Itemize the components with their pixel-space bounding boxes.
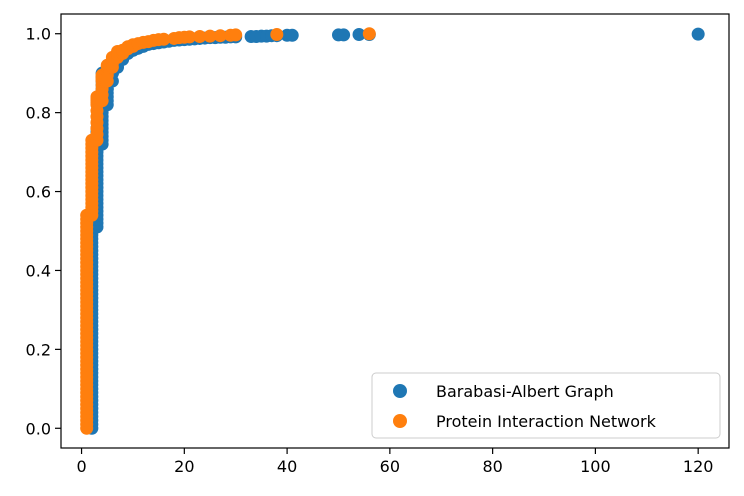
x-tick-label: 100 <box>580 457 611 476</box>
legend: Barabasi-Albert Graph Protein Interactio… <box>371 372 721 439</box>
y-tick-label: 0.4 <box>26 261 51 280</box>
x-tick-label: 0 <box>76 457 86 476</box>
legend-box <box>371 372 721 439</box>
x-tick-label: 60 <box>380 457 400 476</box>
data-point <box>270 28 284 42</box>
data-point <box>337 28 351 42</box>
plot-area <box>80 27 705 435</box>
x-tick-label: 20 <box>174 457 194 476</box>
x-tick-label: 80 <box>482 457 502 476</box>
legend-label-protein-network: Protein Interaction Network <box>436 412 657 431</box>
data-point <box>691 27 705 41</box>
axes-frame <box>60 13 730 449</box>
y-tick-label: 1.0 <box>26 25 51 44</box>
legend-label-barabasi-albert: Barabasi-Albert Graph <box>436 382 614 401</box>
data-point <box>182 30 196 44</box>
y-tick-label: 0.6 <box>26 183 51 202</box>
data-point <box>352 28 366 42</box>
legend-marker-barabasi-albert <box>393 384 407 398</box>
data-point <box>203 29 217 43</box>
x-tick-label: 40 <box>277 457 297 476</box>
x-axis: 0 20 40 60 80 100 120 <box>76 448 713 476</box>
data-point <box>229 28 243 42</box>
series-protein-network <box>80 27 376 435</box>
y-tick-label: 0.2 <box>26 340 51 359</box>
data-point <box>213 29 227 43</box>
x-tick-label: 120 <box>683 457 714 476</box>
y-axis: 0.0 0.2 0.4 0.6 0.8 1.0 <box>26 25 61 438</box>
y-tick-label: 0.0 <box>26 419 51 438</box>
data-point <box>362 27 376 41</box>
y-tick-label: 0.8 <box>26 104 51 123</box>
data-point <box>285 28 299 42</box>
data-point <box>157 32 171 46</box>
data-point <box>193 29 207 43</box>
legend-marker-protein-network <box>393 414 407 428</box>
